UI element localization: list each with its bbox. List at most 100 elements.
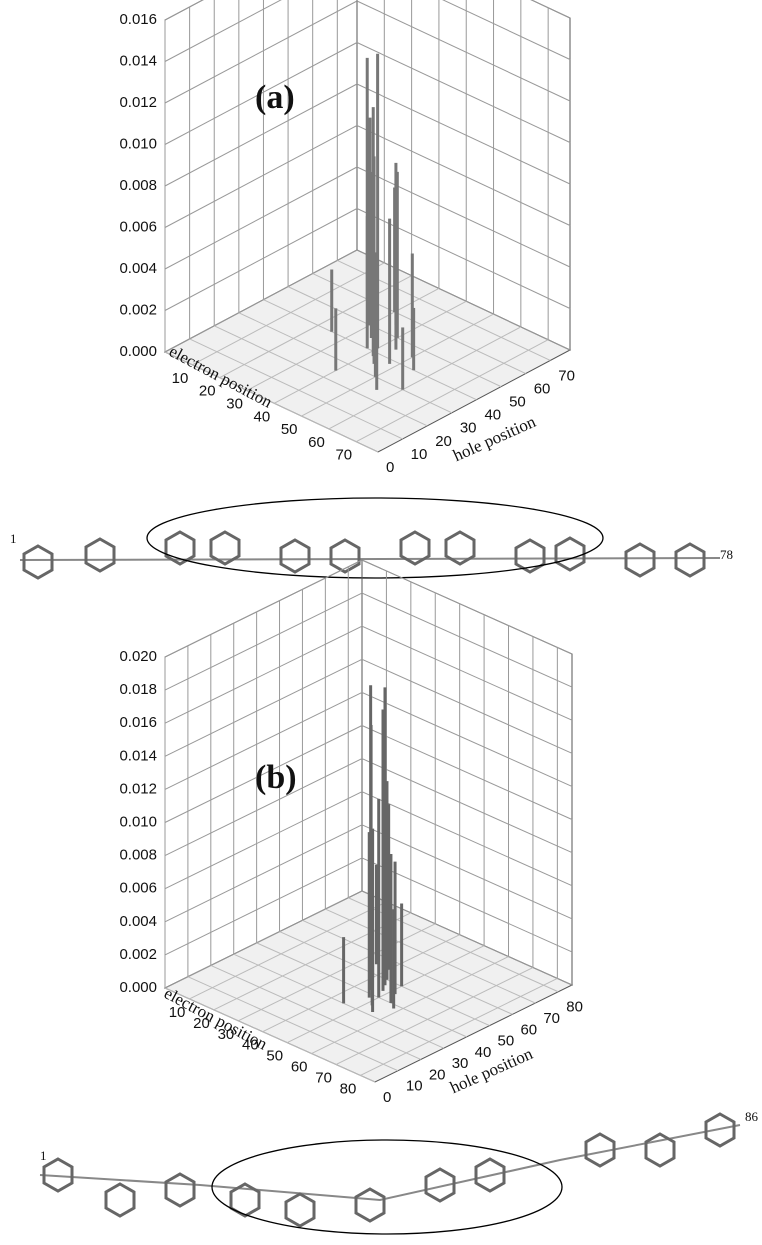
- grid-line: [210, 964, 422, 1060]
- grid-line: [164, 0, 358, 104]
- grid-line: [356, 125, 571, 226]
- grid-line: [312, 273, 526, 374]
- z-tick-label: 0.000: [119, 979, 157, 996]
- grid-line: [192, 262, 385, 366]
- atom-label: 86: [745, 1109, 759, 1124]
- y-tick-label: 50: [498, 1033, 515, 1050]
- grid-line: [164, 691, 363, 790]
- x-tick-label: 20: [199, 383, 216, 400]
- grid-line: [219, 275, 412, 379]
- z-tick-label: 0.006: [119, 218, 157, 235]
- panel-label: (b): [255, 759, 297, 796]
- z-tick-label: 0.008: [119, 847, 157, 864]
- grid-line: [164, 625, 363, 724]
- grid-line: [361, 890, 573, 986]
- grid-line: [356, 83, 571, 185]
- z-tick-label: 0.012: [119, 94, 157, 111]
- x-tick-label: 60: [291, 1059, 308, 1076]
- grid-line: [164, 125, 358, 228]
- grid-line: [246, 288, 440, 391]
- grid-line: [273, 300, 467, 404]
- grid-line: [164, 658, 363, 757]
- grid-line: [238, 312, 453, 414]
- grid-line: [256, 942, 467, 1038]
- grid-line: [328, 326, 522, 430]
- grid-line: [356, 42, 571, 143]
- x-tick-label: 30: [218, 1026, 235, 1043]
- grid-line: [361, 658, 573, 754]
- grid-line: [361, 758, 573, 854]
- y-tick-label: 0: [386, 459, 394, 476]
- molecule-b: [39, 1112, 741, 1235]
- y-tick-label: 30: [460, 420, 477, 437]
- z-tick-label: 0.014: [119, 747, 157, 764]
- grid-line: [164, 758, 363, 857]
- z-tick-label: 0.012: [119, 780, 157, 797]
- grid-line: [530, 0, 571, 19]
- grid-line: [233, 953, 444, 1049]
- grid-line: [164, 208, 358, 311]
- x-tick-label: 40: [242, 1037, 259, 1054]
- z-tick-label: 0.004: [119, 913, 157, 930]
- z-tick-label: 0.018: [119, 681, 157, 698]
- y-tick-label: 20: [435, 433, 452, 450]
- grid-line: [164, 83, 358, 187]
- grid-line: [325, 908, 536, 1004]
- z-tick-label: 0.008: [119, 177, 157, 194]
- x-tick-label: 40: [254, 408, 271, 425]
- y-tick-label: 10: [411, 446, 428, 463]
- grid-line: [286, 945, 485, 1044]
- grid-line: [360, 977, 558, 1076]
- z-tick-label: 0.014: [119, 52, 157, 69]
- x-tick-label: 10: [172, 370, 189, 387]
- grid-line: [187, 976, 399, 1072]
- y-tick-label: 50: [509, 394, 526, 411]
- grid-line: [356, 249, 571, 351]
- x-tick-label: 50: [266, 1048, 283, 1065]
- grid-line: [355, 339, 549, 443]
- grid-line: [164, 824, 363, 923]
- panel-label: (a): [255, 79, 295, 116]
- z-tick-label: 0.010: [119, 135, 157, 152]
- grid-line: [164, 42, 358, 145]
- grid-line: [361, 592, 573, 688]
- y-tick-label: 40: [484, 407, 501, 424]
- z-tick-label: 0.016: [119, 11, 157, 28]
- grid-line: [301, 313, 494, 417]
- grid-line: [311, 956, 509, 1055]
- x-tick-label: 20: [193, 1015, 210, 1032]
- x-tick-label: 70: [315, 1069, 332, 1086]
- grid-line: [361, 625, 573, 721]
- grid-line: [164, 791, 363, 890]
- grid-line: [361, 791, 573, 887]
- z-tick-label: 0.010: [119, 813, 157, 830]
- grid-line: [361, 725, 573, 820]
- grid-line: [164, 725, 363, 823]
- y-tick-label: 0: [383, 1089, 391, 1106]
- x-tick-label: 50: [281, 421, 298, 438]
- grid-line: [164, 0, 282, 62]
- x-tick-label: 60: [308, 434, 325, 451]
- z-tick-label: 0.004: [119, 260, 157, 277]
- x-tick-label: 30: [226, 395, 243, 412]
- grid-line: [262, 934, 460, 1033]
- grid-line: [164, 987, 376, 1083]
- grid-line: [335, 967, 534, 1065]
- z-tick-label: 0.002: [119, 946, 157, 963]
- z-tick-label: 0.000: [119, 343, 157, 360]
- z-tick-label: 0.002: [119, 301, 157, 318]
- grid-line: [356, 166, 571, 268]
- grid-line: [164, 559, 363, 658]
- y-tick-label: 70: [558, 367, 575, 384]
- atom-label: 78: [720, 547, 733, 562]
- x-tick-label: 80: [340, 1080, 357, 1097]
- grid-line: [356, 0, 571, 102]
- y-tick-label: 40: [475, 1044, 492, 1061]
- z-tick-label: 0.006: [119, 880, 157, 897]
- y-tick-label: 20: [429, 1066, 446, 1083]
- grid-line: [302, 919, 513, 1015]
- grid-line: [164, 166, 358, 270]
- atom-label: 1: [10, 531, 17, 546]
